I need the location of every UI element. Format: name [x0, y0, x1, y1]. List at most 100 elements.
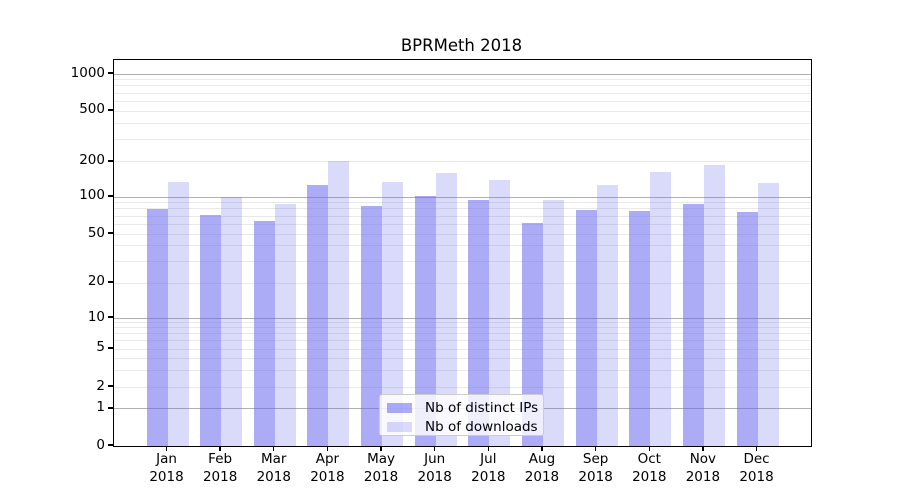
bar-ips-nov — [682, 203, 704, 446]
y-tick-label: 10 — [87, 308, 105, 325]
minor-gridline — [114, 208, 811, 210]
x-tick-label: Jul 2018 — [471, 451, 506, 485]
bar-downloads-nov — [703, 164, 725, 446]
legend-label: Nb of downloads — [425, 418, 538, 435]
minor-gridline — [114, 122, 811, 124]
minor-gridline — [114, 202, 811, 204]
major-gridline — [114, 73, 811, 75]
y-tick-label: 2 — [96, 377, 105, 394]
x-tick-label: Jun 2018 — [417, 451, 452, 485]
y-tick-label: 1 — [96, 399, 105, 416]
minor-gridline — [114, 340, 811, 342]
x-tick-mark — [165, 446, 168, 452]
bar-ips-jan — [146, 208, 168, 446]
y-tick-mark — [108, 316, 113, 318]
minor-gridline — [114, 100, 811, 102]
bar-ips-aug — [521, 223, 543, 446]
bar-ips-apr — [307, 185, 329, 446]
x-tick-mark — [541, 446, 543, 452]
y-tick-mark — [108, 407, 113, 409]
minor-gridline — [114, 369, 811, 371]
x-tick-label: Nov 2018 — [685, 451, 721, 485]
bar-ips-oct — [629, 210, 651, 446]
x-tick-mark — [380, 446, 382, 452]
x-tick-mark — [648, 446, 650, 452]
minor-gridline — [114, 333, 811, 335]
x-tick-mark — [326, 446, 329, 452]
x-tick-label: Aug 2018 — [524, 451, 560, 485]
y-tick-mark — [108, 195, 113, 197]
x-tick-mark — [273, 446, 275, 452]
legend-swatch-icon — [387, 402, 412, 413]
minor-gridline — [114, 260, 811, 262]
y-tick-label: 100 — [79, 187, 105, 204]
x-tick-mark — [219, 446, 221, 452]
bar-ips-mar — [253, 220, 275, 446]
bar-ips-jul — [468, 199, 490, 446]
x-tick-mark — [594, 446, 597, 452]
y-tick-label: 200 — [79, 152, 105, 169]
y-tick-mark — [108, 385, 113, 387]
minor-gridline — [114, 282, 811, 284]
y-tick-label: 20 — [87, 273, 105, 290]
y-tick-label: 500 — [79, 101, 105, 118]
major-gridline — [114, 317, 811, 319]
y-tick-label: 1000 — [70, 64, 105, 81]
legend-label: Nb of distinct IPs — [425, 399, 539, 416]
bar-ips-jun — [414, 195, 436, 446]
legend: Nb of distinct IPs Nb of downloads — [379, 394, 544, 436]
minor-gridline — [114, 79, 811, 81]
x-tick-mark — [487, 446, 489, 452]
legend-swatch-icon — [387, 421, 412, 432]
x-tick-label: Jan 2018 — [149, 451, 184, 485]
minor-gridline — [114, 138, 811, 140]
bar-ips-dec — [736, 211, 758, 446]
bar-downloads-apr — [328, 160, 350, 446]
x-tick-label: Feb 2018 — [202, 451, 238, 485]
x-tick-label: Apr 2018 — [310, 451, 345, 485]
minor-gridline — [114, 85, 811, 87]
minor-gridline — [114, 92, 811, 94]
minor-gridline — [114, 245, 811, 247]
minor-gridline — [114, 386, 811, 388]
y-tick-mark — [108, 72, 113, 74]
minor-gridline — [114, 348, 811, 350]
bar-ips-sep — [575, 209, 597, 446]
x-tick-label: Sep 2018 — [578, 451, 613, 485]
x-tick-label: Oct 2018 — [632, 451, 667, 485]
minor-gridline — [114, 357, 811, 359]
bar-ips-may — [361, 206, 383, 446]
minor-gridline — [114, 327, 811, 329]
y-tick-mark — [108, 444, 113, 446]
bar-downloads-feb — [221, 197, 243, 446]
bar-downloads-may — [382, 182, 404, 446]
y-tick-label: 50 — [87, 224, 105, 241]
y-tick-mark — [108, 232, 113, 234]
y-tick-mark — [108, 347, 113, 349]
bar-downloads-mar — [274, 203, 296, 446]
bar-downloads-jul — [489, 180, 511, 446]
minor-gridline — [114, 110, 811, 112]
x-tick-mark — [702, 446, 704, 452]
bar-downloads-jun — [435, 173, 457, 446]
bar-ips-feb — [200, 215, 222, 446]
bar-downloads-dec — [757, 182, 779, 446]
bar-downloads-oct — [650, 172, 672, 446]
chart-title: BPRMeth 2018 — [400, 36, 523, 55]
x-tick-label: May 2018 — [363, 451, 399, 485]
y-tick-label: 0 — [96, 436, 105, 453]
bar-downloads-sep — [596, 184, 618, 446]
y-tick-label: 5 — [96, 339, 105, 356]
legend-entry-ips: Nb of distinct IPs — [380, 399, 543, 416]
y-tick-mark — [108, 160, 113, 162]
plot-area — [113, 59, 812, 447]
minor-gridline — [114, 233, 811, 235]
major-gridline — [114, 196, 811, 198]
y-tick-mark — [108, 281, 113, 283]
bar-downloads-jan — [167, 182, 189, 446]
minor-gridline — [114, 223, 811, 225]
minor-gridline — [114, 215, 811, 217]
x-tick-mark — [434, 446, 436, 452]
legend-entry-downloads: Nb of downloads — [380, 418, 543, 435]
